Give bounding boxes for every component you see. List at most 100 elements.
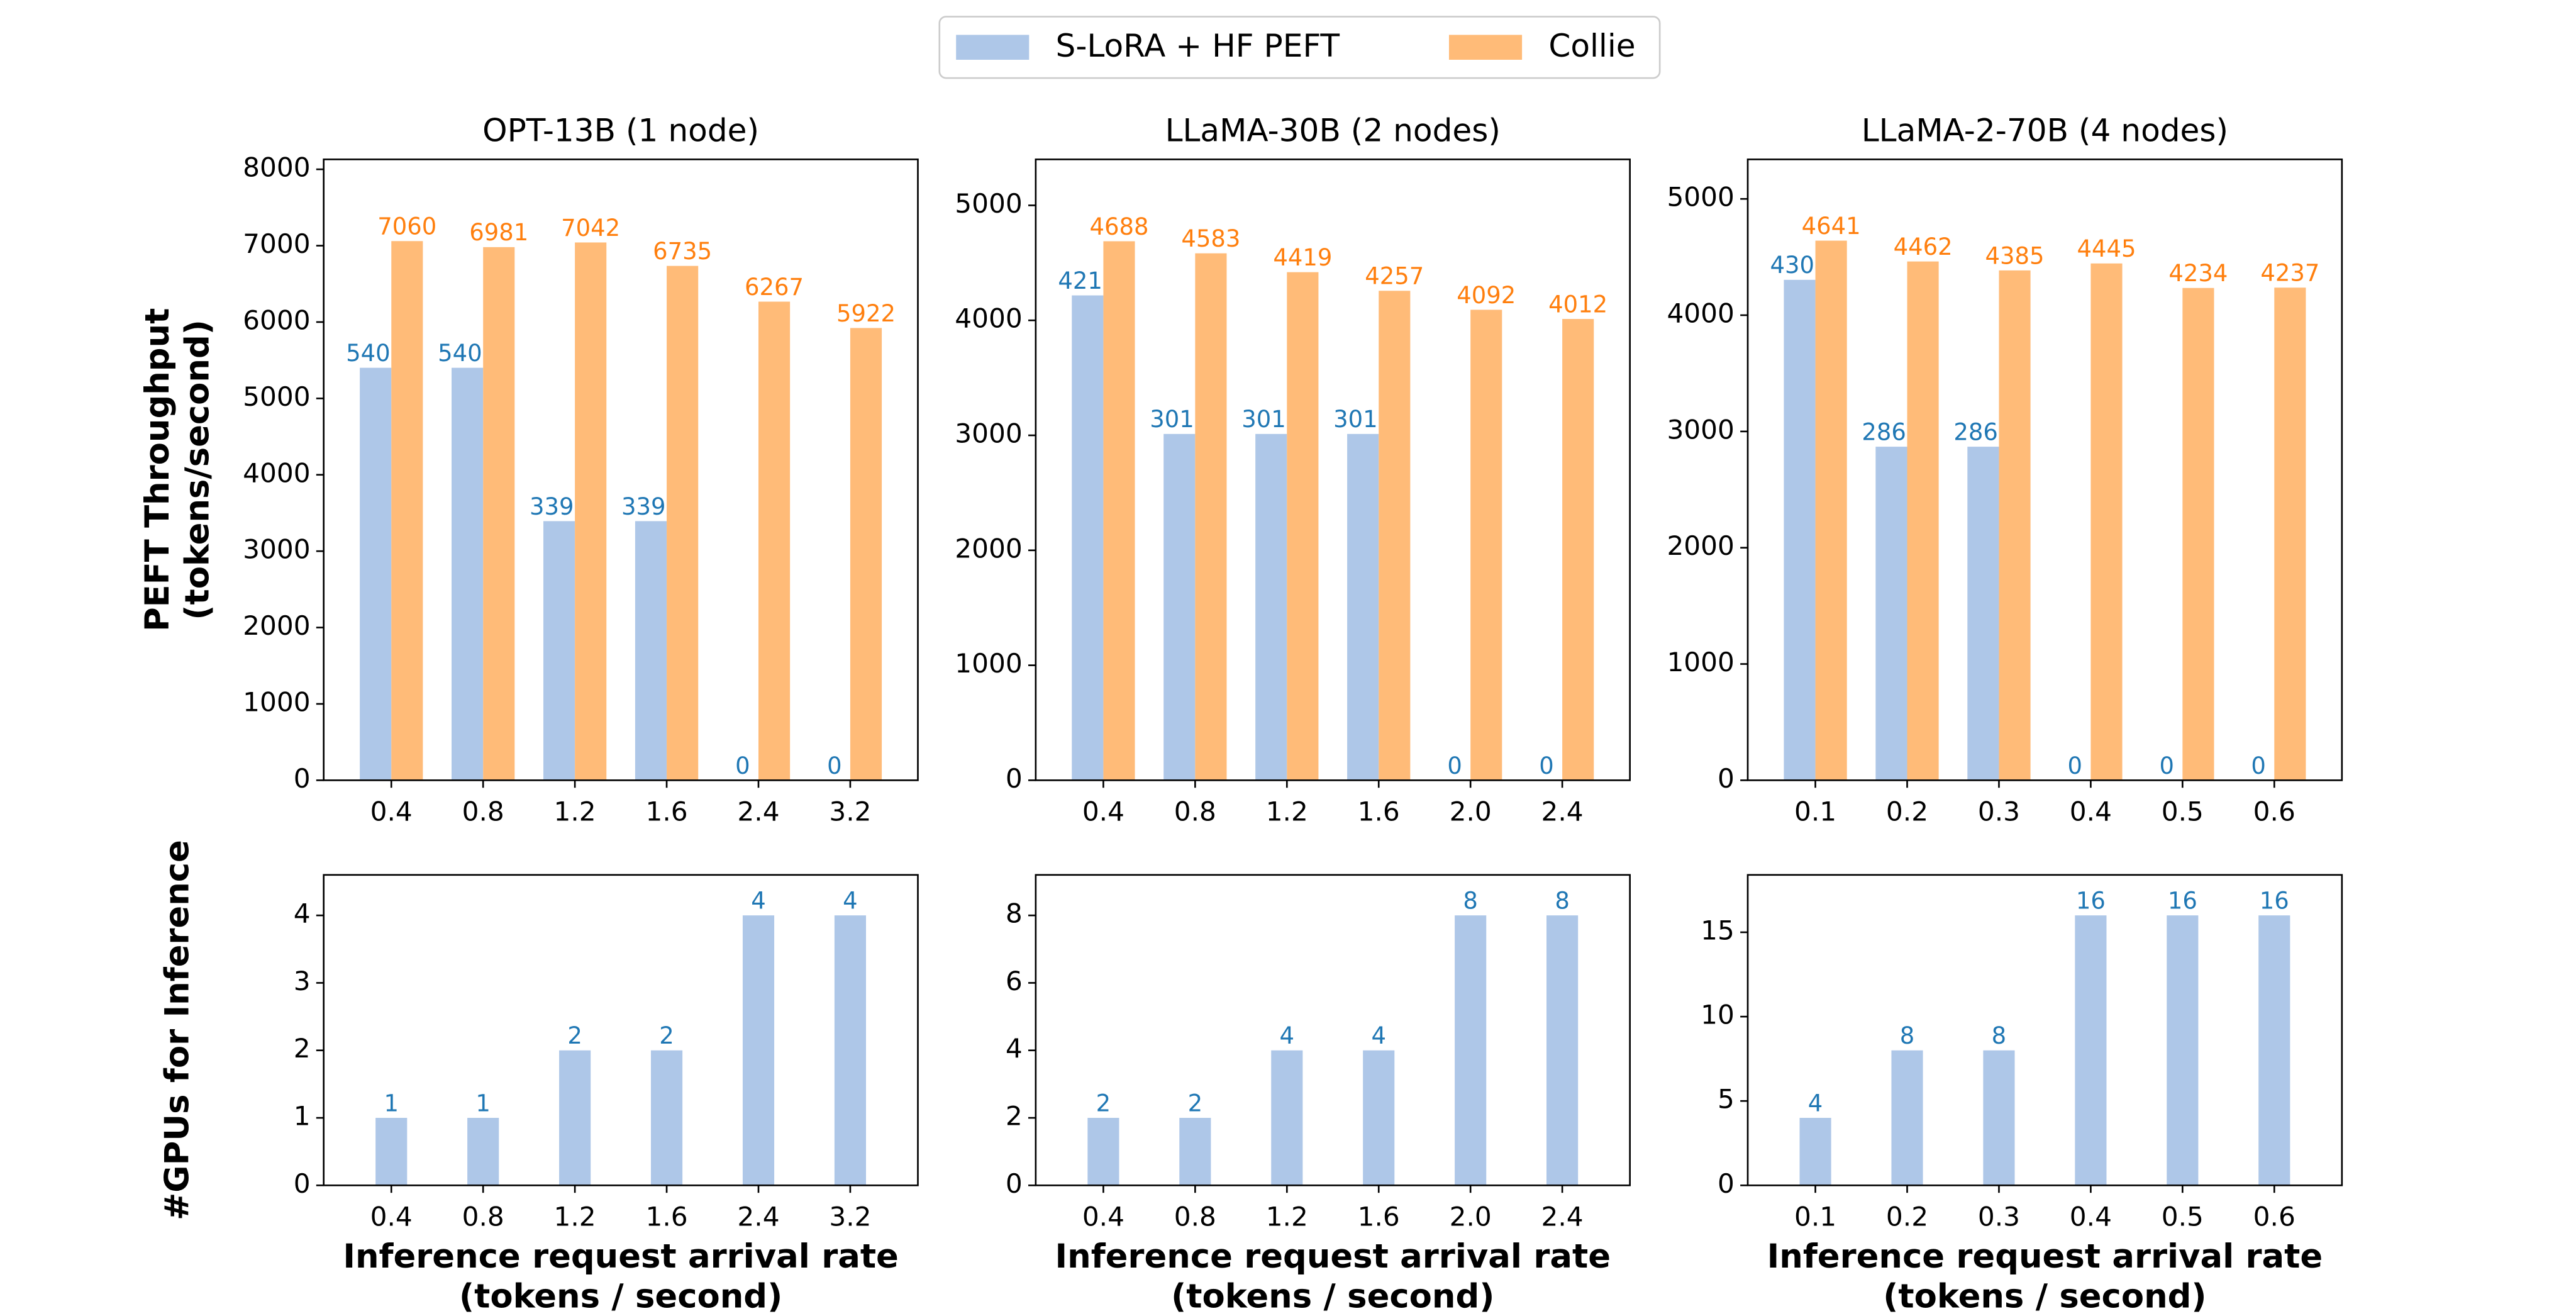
x-axis-label: (tokens / second) bbox=[1883, 1277, 2206, 1315]
bar bbox=[650, 1050, 683, 1186]
x-tick-label: 2.4 bbox=[737, 796, 779, 827]
x-tick-label: 0.6 bbox=[2253, 1202, 2296, 1232]
x-tick-label: 0.4 bbox=[1082, 1202, 1124, 1232]
bar bbox=[758, 301, 791, 781]
bar bbox=[1255, 433, 1287, 781]
x-tick-label: 0.3 bbox=[1978, 1202, 2020, 1232]
value-label: 0 bbox=[1447, 752, 1462, 779]
x-tick-label: 1.2 bbox=[1266, 796, 1308, 827]
value-label: 0 bbox=[1539, 752, 1554, 779]
bar bbox=[360, 367, 392, 781]
x-tick-label: 0.5 bbox=[2162, 1202, 2204, 1232]
x-tick-label: 0.1 bbox=[1794, 1202, 1836, 1232]
x-tick-label: 3.2 bbox=[829, 1202, 871, 1232]
value-label: 2 bbox=[567, 1022, 582, 1049]
value-label: 4641 bbox=[1802, 213, 1861, 240]
value-label: 8 bbox=[1900, 1022, 1915, 1049]
x-tick-label: 0.1 bbox=[1794, 796, 1836, 827]
bar bbox=[1163, 433, 1196, 781]
y-axis-label: #GPUs for Inference bbox=[158, 840, 197, 1220]
legend-box bbox=[938, 16, 1661, 79]
panel-title: LLaMA-30B (2 nodes) bbox=[1165, 112, 1501, 149]
bar bbox=[1799, 1118, 1831, 1186]
x-tick-label: 0.4 bbox=[1082, 796, 1124, 827]
bar bbox=[1347, 433, 1379, 781]
value-label: 5922 bbox=[836, 300, 896, 327]
bar bbox=[2258, 915, 2290, 1186]
value-label: 4 bbox=[751, 888, 766, 915]
value-label: 4237 bbox=[2260, 260, 2319, 287]
value-label: 16 bbox=[2076, 888, 2106, 915]
y-tick-label: 10 bbox=[1701, 1000, 1735, 1030]
x-tick-label: 1.2 bbox=[554, 796, 596, 827]
y-tick-label: 2000 bbox=[955, 533, 1022, 564]
axes-frame bbox=[323, 159, 919, 781]
value-label: 4012 bbox=[1548, 291, 1607, 318]
x-axis-label: (tokens / second) bbox=[1171, 1277, 1494, 1315]
bar bbox=[667, 265, 699, 781]
bar bbox=[1287, 272, 1319, 781]
bar bbox=[1967, 447, 1999, 781]
y-tick-label: 4000 bbox=[243, 457, 310, 488]
y-tick-label: 1000 bbox=[955, 648, 1022, 679]
y-tick-label: 5000 bbox=[243, 381, 310, 412]
y-tick-label: 1000 bbox=[243, 686, 310, 717]
value-label: 2 bbox=[1096, 1090, 1111, 1117]
value-label: 0 bbox=[2251, 752, 2266, 779]
y-tick-label: 0 bbox=[1718, 1168, 1735, 1199]
value-label: 4583 bbox=[1181, 225, 1240, 252]
y-tick-label: 6000 bbox=[243, 304, 310, 335]
value-label: 0 bbox=[735, 752, 750, 779]
bar bbox=[543, 521, 575, 781]
value-label: 4 bbox=[1371, 1022, 1386, 1049]
value-label: 4688 bbox=[1089, 213, 1148, 240]
y-tick-label: 7000 bbox=[243, 228, 310, 259]
bar bbox=[391, 241, 423, 781]
bar bbox=[742, 915, 775, 1186]
bar bbox=[1999, 270, 2031, 781]
y-tick-label: 8000 bbox=[243, 152, 310, 183]
value-label: 2 bbox=[659, 1022, 674, 1049]
x-axis-label: Inference request arrival rate bbox=[1055, 1237, 1611, 1276]
bar bbox=[2167, 915, 2199, 1186]
value-label: 1 bbox=[384, 1090, 399, 1117]
value-label: 0 bbox=[2068, 752, 2083, 779]
legend-label: S-LoRA + HF PEFT bbox=[1056, 27, 1340, 64]
x-tick-label: 0.3 bbox=[1978, 796, 2020, 827]
bar bbox=[2274, 287, 2306, 781]
value-label: 16 bbox=[2260, 888, 2289, 915]
y-tick-label: 5000 bbox=[1667, 182, 1734, 213]
x-tick-label: 2.4 bbox=[1541, 1202, 1584, 1232]
value-label: 6981 bbox=[469, 219, 528, 246]
value-label: 4385 bbox=[1985, 242, 2045, 269]
x-tick-label: 0.4 bbox=[370, 1202, 413, 1232]
bar bbox=[850, 328, 882, 781]
panel-title: OPT-13B (1 node) bbox=[482, 112, 759, 149]
bar bbox=[834, 915, 867, 1186]
x-tick-label: 0.4 bbox=[2070, 796, 2112, 827]
value-label: 8 bbox=[1555, 888, 1570, 915]
x-tick-label: 2.0 bbox=[1450, 796, 1492, 827]
legend-swatch bbox=[956, 35, 1030, 60]
y-tick-label: 4 bbox=[294, 898, 311, 929]
y-tick-label: 0 bbox=[294, 1168, 311, 1199]
x-tick-label: 0.4 bbox=[2070, 1202, 2112, 1232]
y-tick-label: 2000 bbox=[1667, 530, 1734, 561]
y-tick-label: 0 bbox=[1006, 763, 1023, 794]
axes-frame bbox=[1035, 874, 1631, 1186]
y-axis-label: (tokens/second) bbox=[178, 320, 216, 620]
y-tick-label: 3000 bbox=[1667, 414, 1734, 445]
bar bbox=[1784, 279, 1816, 781]
bar bbox=[1815, 240, 1847, 781]
x-tick-label: 0.5 bbox=[2162, 796, 2204, 827]
bar bbox=[1546, 915, 1579, 1186]
y-tick-label: 0 bbox=[1718, 763, 1735, 794]
value-label: 7060 bbox=[377, 213, 436, 240]
bar bbox=[1562, 319, 1594, 781]
panel-title: LLaMA-2-70B (4 nodes) bbox=[1862, 112, 2228, 149]
value-label: 2 bbox=[1188, 1090, 1203, 1117]
y-tick-label: 4000 bbox=[955, 303, 1022, 334]
bar bbox=[375, 1118, 408, 1186]
y-tick-label: 1000 bbox=[1667, 647, 1734, 678]
